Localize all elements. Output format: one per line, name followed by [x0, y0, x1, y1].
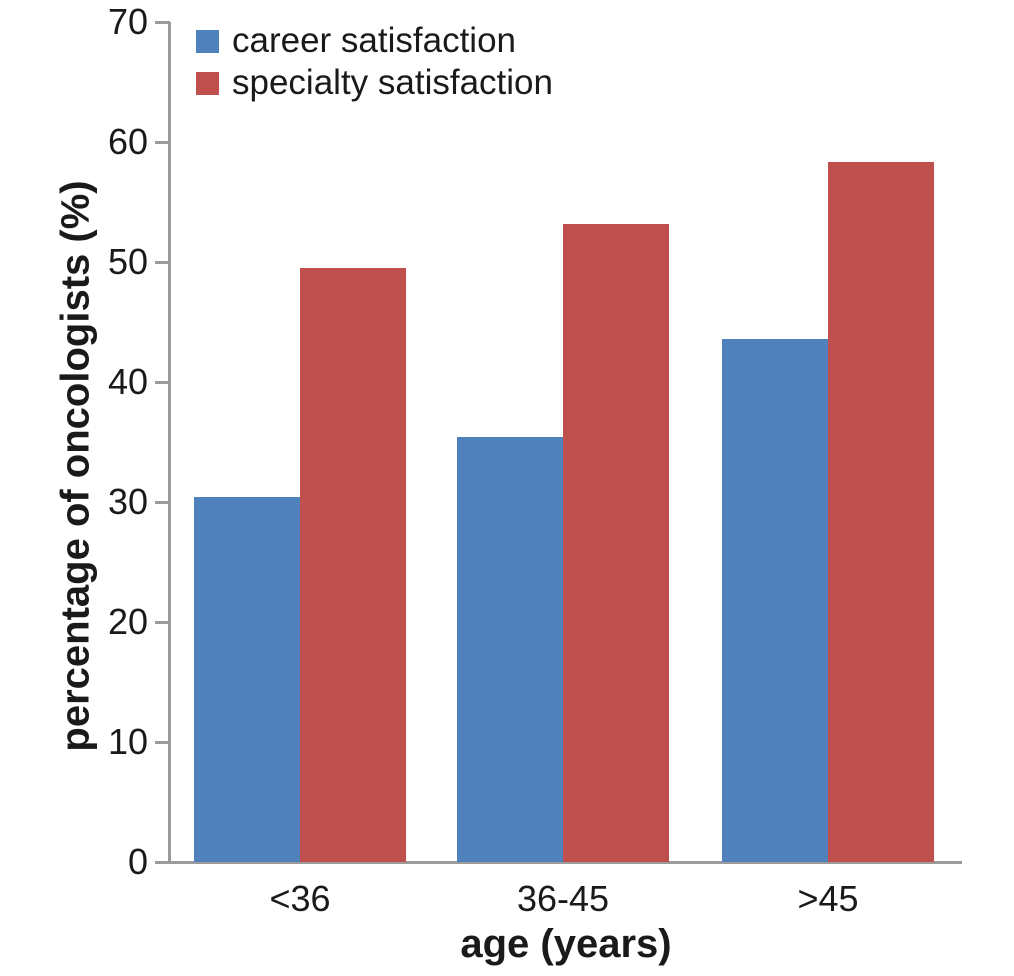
x-axis-title: age (years): [460, 922, 672, 966]
bar-specialty-satisfaction->45: [828, 162, 934, 862]
legend: career satisfaction specialty satisfactio…: [196, 20, 553, 104]
y-tick-label: 50: [107, 241, 148, 282]
y-tick-label: 20: [107, 601, 148, 642]
x-category-label: <36: [269, 878, 331, 919]
x-axis-line: [168, 861, 962, 864]
y-tick-mark: [155, 261, 170, 264]
y-tick-mark: [155, 501, 170, 504]
y-tick-label: 0: [127, 841, 148, 882]
legend-label: specialty satisfaction: [232, 63, 553, 102]
legend-swatch-icon: [196, 29, 219, 53]
bar-career-satisfaction->45: [722, 339, 828, 862]
y-tick-mark: [155, 141, 170, 144]
legend-item: specialty satisfaction: [196, 62, 553, 104]
x-category-label: >45: [797, 878, 859, 919]
y-tick-mark: [155, 861, 170, 864]
y-tick-mark: [155, 21, 170, 24]
bar-specialty-satisfaction-<36: [300, 268, 406, 862]
y-tick-mark: [155, 621, 170, 624]
y-tick-label: 40: [107, 361, 148, 402]
legend-label: career satisfaction: [232, 21, 517, 60]
y-axis-line: [168, 22, 171, 863]
bar-career-satisfaction-<36: [194, 497, 300, 862]
bar-specialty-satisfaction-36-45: [563, 224, 669, 862]
y-tick-label: 70: [107, 1, 148, 42]
bar-career-satisfaction-36-45: [457, 437, 563, 862]
y-tick-mark: [155, 381, 170, 384]
x-category-label: 36-45: [516, 878, 610, 919]
y-tick-label: 10: [107, 721, 148, 762]
y-tick-mark: [155, 741, 170, 744]
y-tick-label: 30: [107, 481, 148, 522]
y-tick-label: 60: [107, 121, 148, 162]
legend-item: career satisfaction: [196, 20, 553, 62]
legend-swatch-icon: [196, 71, 219, 95]
